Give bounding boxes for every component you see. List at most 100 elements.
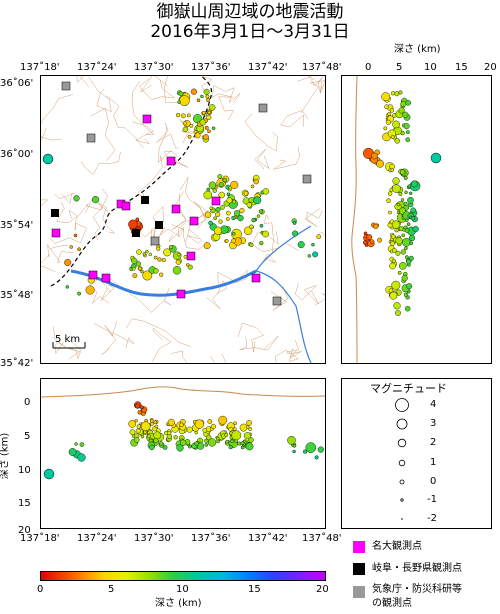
magnitude-value: -2 bbox=[427, 513, 437, 524]
bottom-y-tick: 5 bbox=[24, 431, 31, 442]
hypocenter bbox=[381, 92, 391, 102]
colorbar-tick: 10 bbox=[176, 584, 189, 595]
hypocenter bbox=[404, 246, 408, 251]
contour-line bbox=[273, 146, 300, 170]
magnitude-symbol bbox=[395, 398, 409, 412]
epicenter bbox=[253, 179, 259, 185]
gifu-nagano-station bbox=[51, 209, 59, 217]
hypocenter bbox=[390, 91, 396, 96]
epicenter bbox=[232, 199, 236, 204]
contour-line bbox=[179, 176, 207, 225]
contour-line bbox=[254, 148, 270, 170]
epicenter bbox=[231, 215, 236, 221]
hypocenter bbox=[129, 429, 136, 436]
epicenter bbox=[204, 125, 209, 130]
hypocenter bbox=[403, 292, 408, 297]
hypocenter bbox=[194, 419, 205, 429]
epicenter bbox=[256, 214, 261, 218]
hypocenter bbox=[233, 421, 237, 426]
jma-nied-station bbox=[150, 236, 160, 246]
epicenter bbox=[249, 224, 254, 229]
epicenter bbox=[77, 291, 81, 296]
epicenter bbox=[213, 216, 217, 221]
epicenter bbox=[205, 94, 210, 99]
epicenter bbox=[311, 242, 315, 247]
contour-line bbox=[244, 113, 278, 152]
right-depth-section bbox=[341, 75, 492, 364]
magnitude-value: 4 bbox=[430, 399, 437, 410]
contour-line bbox=[139, 78, 176, 100]
epicenter bbox=[292, 230, 299, 237]
epicenter bbox=[230, 180, 239, 189]
epicenter bbox=[183, 254, 188, 259]
contour-line bbox=[200, 76, 213, 96]
magnitude-value: 1 bbox=[430, 457, 437, 468]
map-y-tick: 36˚06' bbox=[0, 78, 34, 89]
hypocenter bbox=[79, 442, 85, 447]
hypocenter bbox=[303, 449, 308, 454]
contour-line bbox=[295, 282, 319, 305]
hypocenter bbox=[389, 291, 398, 300]
hypocenter bbox=[394, 138, 400, 144]
bottom-depth-canvas bbox=[41, 386, 325, 480]
contour-line bbox=[260, 242, 300, 266]
epicenter bbox=[208, 181, 217, 189]
hypocenter bbox=[362, 240, 368, 245]
hypocenter bbox=[387, 222, 393, 228]
epicenter bbox=[196, 98, 201, 103]
contour-line bbox=[41, 128, 47, 142]
epicenter bbox=[226, 192, 231, 197]
hypocenter bbox=[224, 433, 229, 437]
contour-line bbox=[41, 244, 56, 272]
hypocenter bbox=[230, 439, 234, 443]
hypocenter bbox=[404, 228, 410, 233]
nagoya-station bbox=[88, 270, 98, 280]
epicenter bbox=[187, 134, 192, 139]
epicenter bbox=[259, 223, 264, 228]
hypocenter bbox=[371, 152, 378, 160]
epicenter bbox=[200, 94, 204, 99]
hypocenter bbox=[430, 152, 442, 164]
hypocenter bbox=[404, 190, 408, 195]
epicenter bbox=[73, 195, 80, 202]
nagoya-station bbox=[211, 196, 221, 206]
hypocenter bbox=[398, 90, 403, 95]
hypocenter bbox=[153, 431, 162, 440]
map-x-tick: 137˚36' bbox=[191, 62, 231, 73]
map-x-tick: 137˚18' bbox=[20, 62, 60, 73]
hypocenter bbox=[204, 438, 209, 443]
hypocenter bbox=[407, 184, 412, 188]
hypocenter bbox=[149, 444, 155, 451]
jma-nied-station-swatch bbox=[353, 586, 365, 598]
epicenter bbox=[222, 177, 228, 183]
bottom-x-tick: 137˚24' bbox=[77, 533, 117, 544]
nagoya-station-label: 名大観測点 bbox=[372, 541, 422, 552]
colorbar-tick: 15 bbox=[248, 584, 261, 595]
hypocenter bbox=[405, 255, 409, 259]
jma-nied-station bbox=[258, 103, 268, 113]
epicenter bbox=[199, 119, 206, 126]
hypocenter bbox=[399, 169, 406, 175]
epicenter bbox=[203, 134, 209, 140]
epicenter bbox=[186, 113, 191, 118]
hypocenter bbox=[393, 302, 401, 310]
contour-line bbox=[179, 119, 196, 144]
hypocenter bbox=[399, 207, 407, 215]
hypocenter bbox=[205, 434, 212, 441]
hypocenter bbox=[167, 418, 175, 426]
hypocenter bbox=[366, 234, 373, 241]
contour-line bbox=[152, 327, 172, 362]
epicenter bbox=[137, 266, 142, 271]
bottom-y-tick: 15 bbox=[18, 498, 31, 509]
hypocenter bbox=[204, 443, 209, 447]
hypocenter bbox=[392, 247, 397, 253]
jma-nied-station-label-1: 気象庁・防災科研等 bbox=[372, 584, 462, 595]
epicenter bbox=[258, 209, 264, 214]
contour-line bbox=[185, 228, 202, 244]
bottom-depth-axis-label: 深さ (km) bbox=[0, 432, 11, 480]
epicenter bbox=[243, 191, 249, 196]
contour-line bbox=[56, 201, 78, 224]
epicenter bbox=[42, 153, 54, 165]
contour-line bbox=[138, 155, 163, 204]
hypocenter bbox=[383, 126, 388, 131]
